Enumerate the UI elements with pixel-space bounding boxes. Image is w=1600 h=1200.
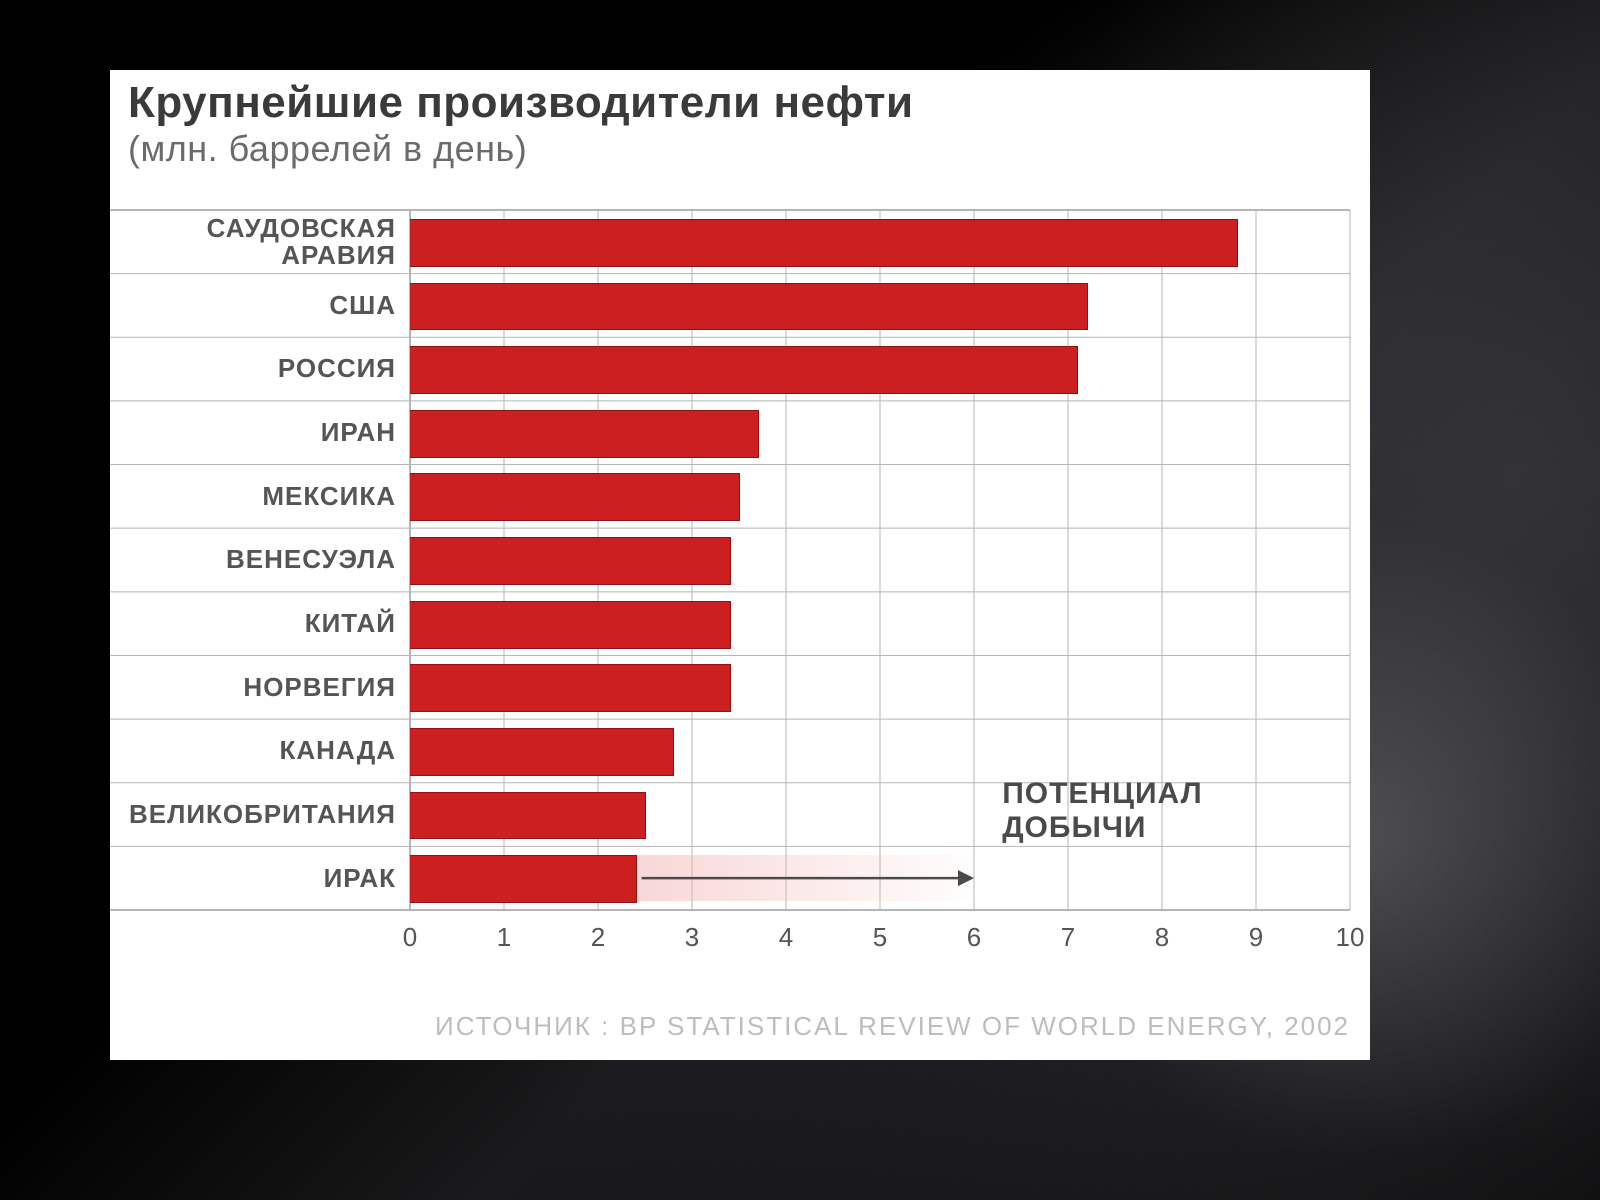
x-tick-label: 3 <box>685 922 699 953</box>
chart-title: Крупнейшие производители нефти <box>128 78 1352 128</box>
category-label: МЕКСИКА <box>110 483 396 510</box>
plot-area: САУДОВСКАЯ АРАВИЯСШАРОССИЯИРАНМЕКСИКАВЕН… <box>410 210 1350 910</box>
title-block: Крупнейшие производители нефти(млн. барр… <box>110 70 1370 176</box>
x-tick-label: 0 <box>403 922 417 953</box>
category-label: КИТАЙ <box>110 610 396 637</box>
category-label: ИРАН <box>110 419 396 446</box>
x-tick-label: 2 <box>591 922 605 953</box>
category-label: ВЕЛИКОБРИТАНИЯ <box>110 801 396 828</box>
x-tick-label: 4 <box>779 922 793 953</box>
chart-subtitle: (млн. баррелей в день) <box>128 128 1352 170</box>
category-label: КАНАДА <box>110 737 396 764</box>
x-tick-label: 8 <box>1155 922 1169 953</box>
x-tick-label: 5 <box>873 922 887 953</box>
x-tick-label: 1 <box>497 922 511 953</box>
chart-panel: Крупнейшие производители нефти(млн. барр… <box>110 70 1370 1060</box>
potential-arrow <box>410 210 1350 910</box>
x-tick-label: 7 <box>1061 922 1075 953</box>
x-tick-label: 9 <box>1249 922 1263 953</box>
bar <box>410 855 637 903</box>
potential-annotation: ПОТЕНЦИАЛ ДОБЫЧИ <box>1002 777 1202 846</box>
category-label: ИРАК <box>110 865 396 892</box>
source-text: ИСТОЧНИК : BP STATISTICAL REVIEW OF WORL… <box>130 1011 1350 1042</box>
category-label: САУДОВСКАЯ АРАВИЯ <box>110 215 396 270</box>
category-label: ВЕНЕСУЭЛА <box>110 546 396 573</box>
category-label: США <box>110 292 396 319</box>
x-tick-label: 10 <box>1336 922 1365 953</box>
x-tick-label: 6 <box>967 922 981 953</box>
category-label: НОРВЕГИЯ <box>110 674 396 701</box>
category-label: РОССИЯ <box>110 355 396 382</box>
